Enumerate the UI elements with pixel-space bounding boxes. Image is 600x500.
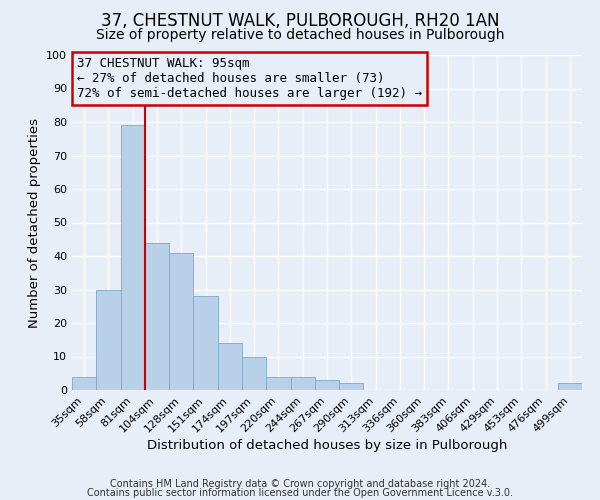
Bar bbox=[96, 290, 121, 390]
Bar bbox=[315, 380, 339, 390]
Bar bbox=[145, 242, 169, 390]
Bar bbox=[121, 126, 145, 390]
Bar bbox=[558, 384, 582, 390]
Bar bbox=[72, 376, 96, 390]
Text: 37, CHESTNUT WALK, PULBOROUGH, RH20 1AN: 37, CHESTNUT WALK, PULBOROUGH, RH20 1AN bbox=[101, 12, 499, 30]
Bar bbox=[193, 296, 218, 390]
Text: Contains public sector information licensed under the Open Government Licence v.: Contains public sector information licen… bbox=[87, 488, 513, 498]
Text: Contains HM Land Registry data © Crown copyright and database right 2024.: Contains HM Land Registry data © Crown c… bbox=[110, 479, 490, 489]
Y-axis label: Number of detached properties: Number of detached properties bbox=[28, 118, 41, 328]
Bar bbox=[218, 343, 242, 390]
Bar bbox=[169, 252, 193, 390]
X-axis label: Distribution of detached houses by size in Pulborough: Distribution of detached houses by size … bbox=[147, 440, 507, 452]
Bar bbox=[266, 376, 290, 390]
Bar bbox=[290, 376, 315, 390]
Bar bbox=[242, 356, 266, 390]
Bar bbox=[339, 384, 364, 390]
Text: 37 CHESTNUT WALK: 95sqm
← 27% of detached houses are smaller (73)
72% of semi-de: 37 CHESTNUT WALK: 95sqm ← 27% of detache… bbox=[77, 56, 422, 100]
Text: Size of property relative to detached houses in Pulborough: Size of property relative to detached ho… bbox=[96, 28, 504, 42]
